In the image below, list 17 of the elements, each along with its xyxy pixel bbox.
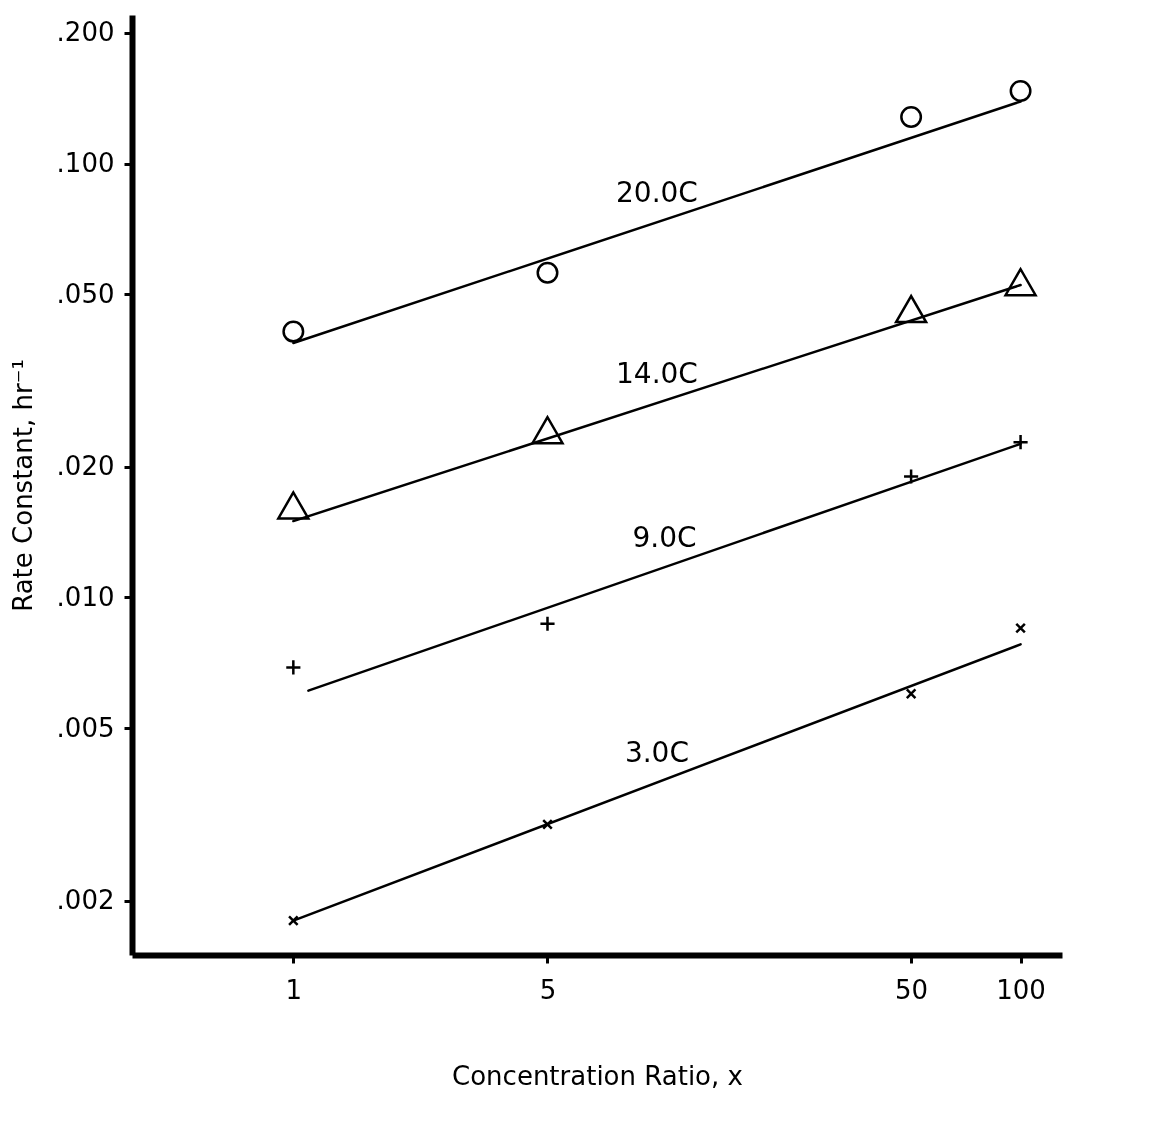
series-label: 3.0C — [624, 736, 689, 770]
y-tick-label: .020 — [56, 451, 115, 482]
series-label: 14.0C — [616, 357, 698, 391]
y-tick-label: .005 — [56, 712, 115, 743]
x-tick-label: 5 — [539, 974, 557, 1005]
x-tick-label: 50 — [895, 974, 929, 1005]
y-tick-label: .200 — [56, 17, 115, 48]
series-label: 20.0C — [616, 176, 698, 210]
series-label: 9.0C — [632, 521, 697, 555]
y-tick-label: .010 — [56, 582, 115, 612]
x-axis-title: Concentration Ratio, x — [452, 1060, 743, 1091]
x-tick-label: 100 — [996, 974, 1046, 1005]
x-tick-label: 1 — [285, 974, 303, 1005]
y-axis-title: Rate Constant, hr⁻¹ — [7, 359, 38, 612]
y-tick-label: .050 — [56, 278, 115, 309]
y-tick-label: .100 — [56, 148, 115, 179]
y-tick-label: .002 — [56, 885, 115, 916]
